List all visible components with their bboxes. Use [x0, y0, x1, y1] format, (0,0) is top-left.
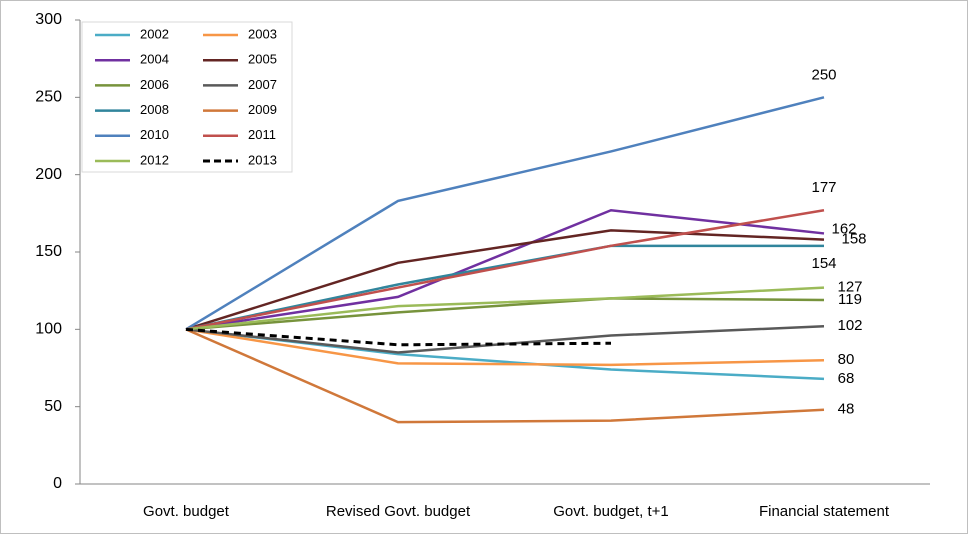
x-tick-label: Revised Govt. budget — [326, 503, 471, 520]
legend-label: 2002 — [140, 26, 169, 41]
legend-box — [81, 21, 293, 173]
series-line — [185, 328, 825, 424]
legend-label: 2009 — [248, 102, 277, 117]
data-label: 80 — [838, 351, 855, 368]
legend-label: 2012 — [140, 152, 169, 167]
data-label: 250 — [811, 66, 836, 83]
legend-label: 2008 — [140, 102, 169, 117]
y-tick-label: 0 — [53, 475, 62, 492]
legend-label: 2007 — [248, 77, 277, 92]
series-line — [185, 229, 825, 331]
x-tick-label: Govt. budget, t+1 — [553, 503, 669, 520]
x-tick-label: Govt. budget — [143, 503, 230, 520]
legend-label: 2004 — [140, 52, 169, 67]
x-tick-label: Financial statement — [759, 503, 890, 520]
data-label: 48 — [838, 401, 855, 418]
data-label: 68 — [838, 370, 855, 387]
legend-label: 2011 — [248, 127, 276, 142]
series-line — [185, 328, 825, 367]
series-line — [185, 208, 825, 331]
series-line — [185, 286, 825, 331]
y-tick-label: 250 — [35, 89, 62, 106]
data-label: 177 — [811, 179, 836, 196]
series-line — [185, 244, 824, 331]
y-tick-label: 50 — [44, 398, 62, 415]
legend-label: 2010 — [140, 127, 169, 142]
legend-label: 2005 — [248, 52, 277, 67]
data-label: 102 — [837, 317, 862, 334]
legend-label: 2013 — [248, 152, 277, 167]
series-line — [185, 327, 612, 347]
y-tick-label: 150 — [35, 243, 62, 260]
series-line — [185, 96, 825, 331]
series-line — [185, 209, 825, 331]
data-label: 162 — [831, 220, 856, 237]
y-tick-label: 100 — [35, 321, 62, 338]
y-tick-label: 200 — [35, 166, 62, 183]
data-label: 158 — [841, 231, 866, 248]
data-label: 127 — [837, 279, 862, 296]
legend-label: 2006 — [140, 77, 169, 92]
data-label: 119 — [838, 291, 862, 308]
y-tick-label: 300 — [35, 11, 62, 28]
series-line — [185, 324, 825, 354]
series-line — [185, 297, 825, 331]
data-label: 154 — [811, 255, 836, 272]
legend-label: 2003 — [248, 26, 277, 41]
